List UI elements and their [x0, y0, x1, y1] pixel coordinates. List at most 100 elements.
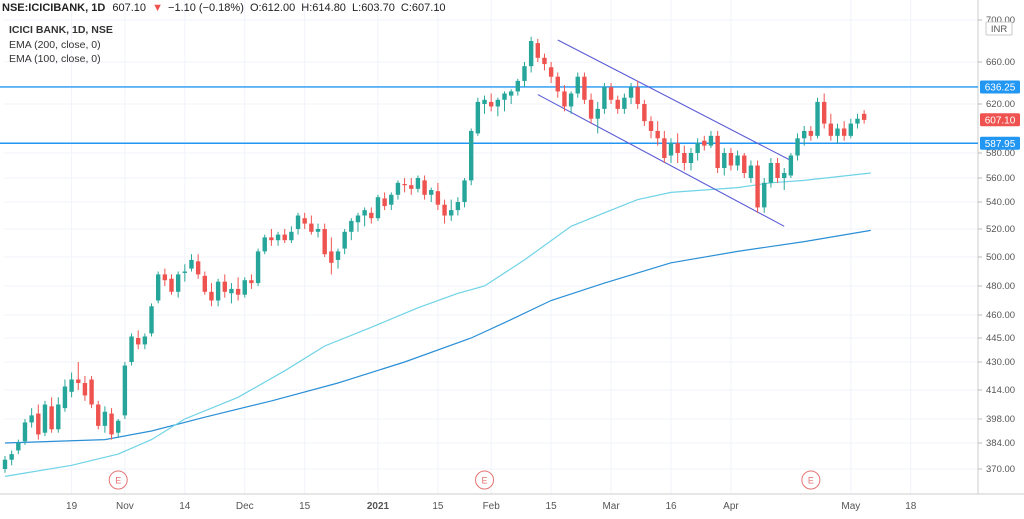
candle-body: [655, 130, 660, 139]
candle-body: [96, 404, 101, 426]
candle: [136, 330, 141, 350]
candle: [748, 160, 754, 183]
open-value: 612.00: [262, 2, 296, 14]
y-tick-label: 700.00: [986, 15, 1015, 26]
candle-body: [395, 182, 401, 195]
candle: [462, 178, 467, 208]
candle: [42, 400, 48, 437]
candle: [295, 212, 301, 235]
candle: [715, 130, 720, 173]
level-badge: 636.25: [980, 80, 1020, 94]
candle-body: [415, 178, 421, 189]
time-axis[interactable]: 19 Nov 14 Dec 15 2021 15 Feb 15 Mar 16 Apr May 18: [66, 501, 917, 512]
candle-body: [69, 379, 74, 392]
close-value: 607.10: [412, 2, 446, 14]
candle-body: [722, 153, 727, 168]
candle-body: [116, 420, 121, 433]
candle-body: [782, 173, 787, 178]
candle-body: [582, 76, 587, 100]
candle: [435, 182, 441, 211]
candle-body: [129, 336, 134, 362]
candle-body: [162, 274, 168, 281]
candle: [76, 362, 81, 390]
candle-body: [295, 215, 301, 229]
level-badge-box: [980, 80, 1020, 94]
candle-body: [648, 121, 654, 131]
candle: [109, 408, 114, 440]
candle-body: [255, 251, 261, 284]
candle-body: [409, 185, 414, 189]
candle-body: [602, 87, 607, 109]
candle: [515, 78, 521, 96]
candle: [522, 62, 527, 88]
legend-ema200[interactable]: EMA (200, close, 0): [9, 39, 101, 51]
price-axis[interactable]: 700.00 660.00 620.00 580.00 560.00 540.00 520.…: [978, 15, 1015, 475]
candle-body: [329, 251, 334, 263]
candle: [768, 158, 774, 188]
candle-body: [382, 198, 387, 207]
horizontal-levels[interactable]: [0, 86, 978, 144]
earnings-event-marker: E: [108, 470, 128, 490]
level-badge-text: 587.95: [985, 139, 1016, 150]
candle: [249, 274, 254, 289]
candle: [688, 148, 694, 171]
candle-body: [202, 275, 207, 292]
x-tick-label: 16: [665, 501, 677, 512]
candle-body: [848, 123, 854, 136]
candle-body: [482, 99, 487, 104]
candle-body: [475, 101, 481, 134]
candle-body: [528, 41, 534, 67]
candle: [409, 178, 414, 195]
x-tick-label: 15: [299, 501, 311, 512]
candle: [695, 138, 700, 161]
candle-body: [568, 93, 574, 107]
legend-ema100[interactable]: EMA (100, close, 0): [9, 53, 101, 65]
candle-body: [29, 415, 34, 423]
candle: [342, 229, 347, 255]
candle: [289, 226, 294, 243]
candle-body: [102, 411, 108, 426]
level-badge: 587.95: [980, 136, 1020, 150]
candle: [229, 283, 234, 304]
candle-body: [815, 101, 820, 136]
candle: [648, 116, 654, 139]
candle-body: [548, 67, 554, 77]
candle: [528, 36, 534, 73]
candle: [562, 85, 567, 112]
candle-body: [695, 143, 700, 153]
x-tick-label: 15: [432, 501, 444, 512]
candle: [635, 80, 640, 109]
trend-channel[interactable]: [537, 39, 792, 227]
candle: [255, 248, 261, 286]
last-price: 607.10: [112, 2, 146, 14]
price-badges: 636.25 587.95 607.10: [980, 80, 1020, 150]
candle: [129, 333, 134, 366]
candle-body: [402, 184, 407, 186]
candle: [815, 97, 820, 139]
candle: [821, 93, 827, 129]
candle-body: [136, 338, 141, 345]
candle: [275, 231, 281, 246]
candle-body: [841, 128, 847, 136]
candle-body: [389, 194, 394, 205]
candle: [22, 419, 28, 445]
candle-body: [36, 413, 41, 435]
candle-body: [495, 99, 501, 107]
candle-body: [742, 155, 747, 173]
y-tick-label: 500.00: [986, 252, 1015, 263]
down-arrow-icon: ▼: [152, 2, 163, 14]
candle-body: [275, 234, 281, 241]
candle: [488, 93, 494, 112]
candle-body: [375, 197, 381, 219]
event-circle: [475, 470, 495, 490]
candle-body: [522, 66, 527, 81]
x-tick-label: May: [841, 501, 860, 512]
candle: [142, 333, 148, 350]
event-circle: [108, 470, 128, 490]
candle-body: [682, 153, 687, 163]
candle: [222, 274, 227, 298]
candle: [155, 271, 161, 304]
high-label: H:: [301, 2, 312, 14]
